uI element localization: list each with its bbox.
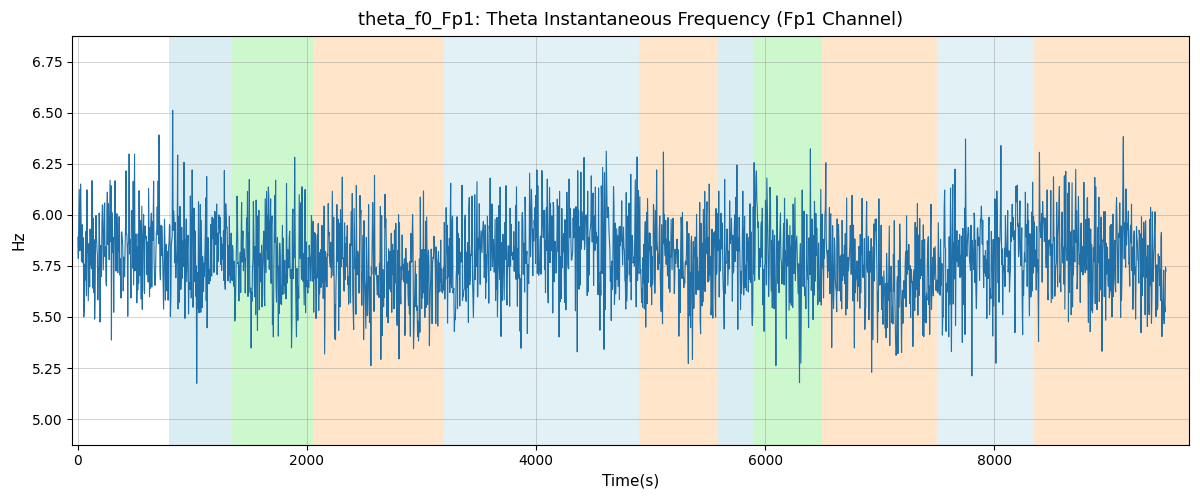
Bar — [233, 36, 313, 445]
Bar — [169, 36, 233, 445]
Title: theta_f0_Fp1: Theta Instantaneous Frequency (Fp1 Channel): theta_f0_Fp1: Theta Instantaneous Freque… — [358, 11, 904, 30]
Bar — [444, 36, 640, 445]
Bar — [313, 36, 444, 445]
Bar — [754, 36, 822, 445]
Bar — [1034, 36, 1189, 445]
Bar — [822, 36, 937, 445]
Y-axis label: Hz: Hz — [11, 230, 26, 250]
Bar — [640, 36, 716, 445]
Bar — [937, 36, 1034, 445]
X-axis label: Time(s): Time(s) — [602, 474, 659, 489]
Bar — [716, 36, 754, 445]
